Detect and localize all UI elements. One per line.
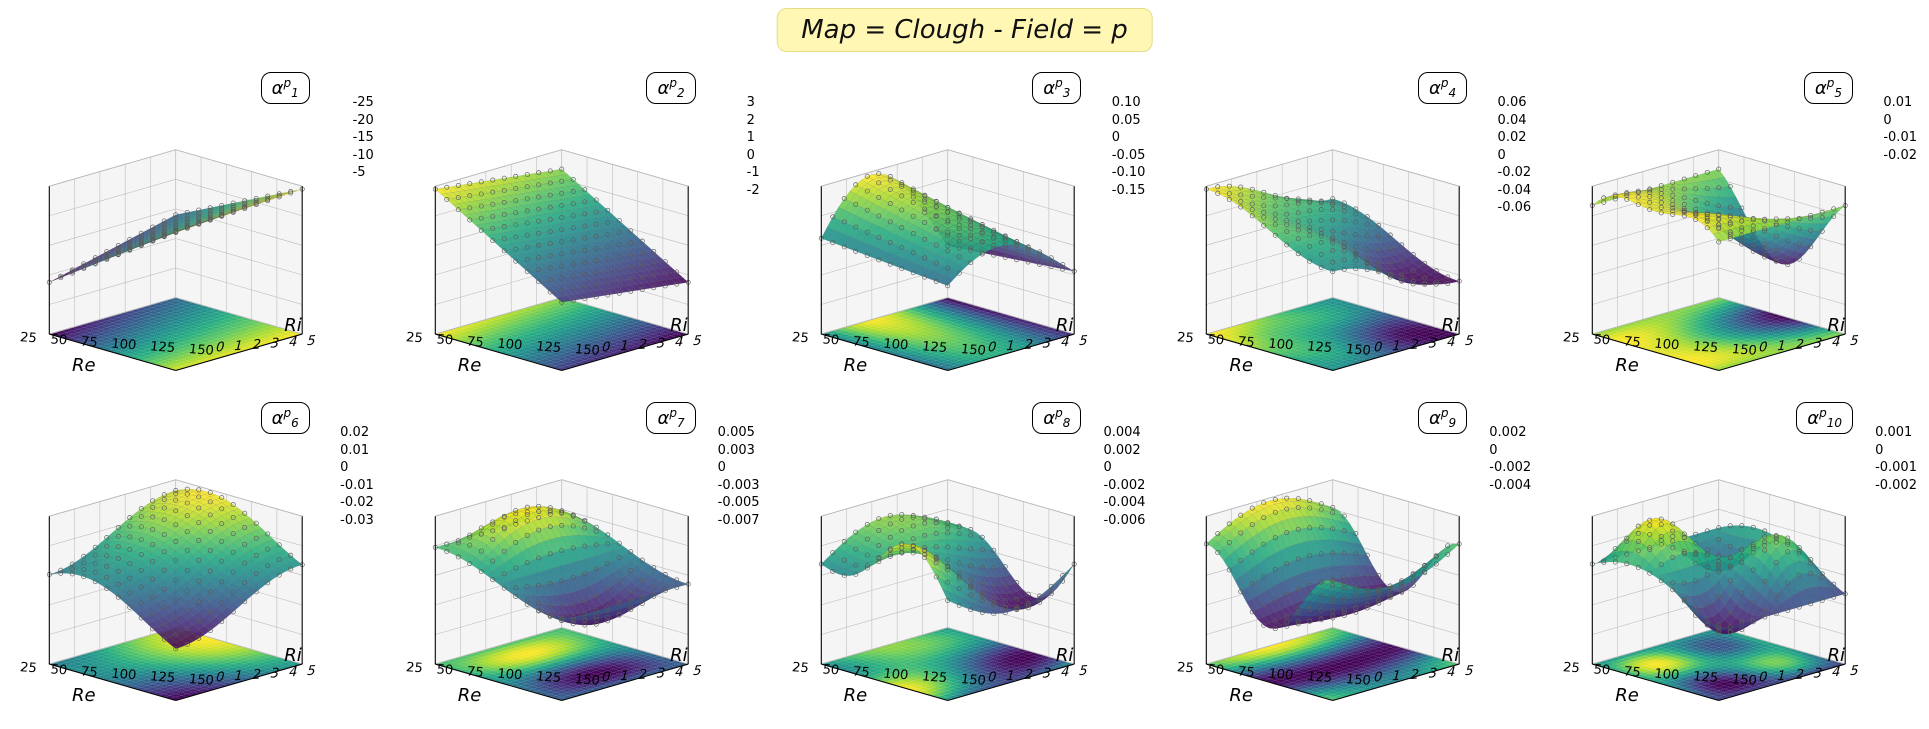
panel-alpha-6: αp60.02 0.01 0 -0.01 -0.02 -0.0325507510…	[0, 394, 386, 724]
figure: Map = Clough - Field = p αp1 -25 -20 -15 …	[0, 0, 1929, 729]
y-label: Ri	[1827, 315, 1845, 336]
panel-label-alpha-4: αp4	[1418, 72, 1467, 104]
x-label: Re	[1615, 685, 1639, 706]
panel-alpha-2: αp23 2 1 0 -1 -2255075100125150Re012345R…	[386, 64, 772, 394]
title-field: p	[1111, 15, 1128, 45]
y-label: Ri	[284, 315, 302, 336]
panel-alpha-5: αp50.01 0 -0.01 -0.02255075100125150Re01…	[1543, 64, 1929, 394]
x-label: Re	[1229, 355, 1253, 376]
title-map: Clough	[894, 15, 985, 45]
z-ticks: 0.004 0.002 0 -0.002 -0.004 -0.006	[1103, 424, 1145, 529]
y-label: Ri	[1827, 645, 1845, 666]
y-label: Ri	[1056, 645, 1074, 666]
x-label: Re	[1229, 685, 1253, 706]
x-label: Re	[1615, 355, 1639, 376]
panel-alpha-1: αp1-25 -20 -15 -10 -5255075100125150Re01…	[0, 64, 386, 394]
title-prefix: Map =	[801, 15, 894, 45]
panel-alpha-8: αp80.004 0.002 0 -0.002 -0.004 -0.006255…	[772, 394, 1158, 724]
x-label: Re	[458, 355, 482, 376]
panel-alpha-9: αp90.002 0 -0.002 -0.004255075100125150R…	[1157, 394, 1543, 724]
subplot-grid: αp1-25 -20 -15 -10 -5255075100125150Re01…	[0, 64, 1929, 724]
z-ticks: 0.10 0.05 0 -0.05 -0.10 -0.15	[1112, 94, 1146, 199]
panel-alpha-4: αp40.06 0.04 0.02 0 -0.02 -0.04 -0.06255…	[1157, 64, 1543, 394]
x-label: Re	[844, 685, 868, 706]
panel-alpha-10: αp100.001 0 -0.001 -0.002255075100125150…	[1543, 394, 1929, 724]
panel-label-alpha-1: αp1	[261, 72, 310, 104]
panel-label-alpha-5: αp5	[1804, 72, 1853, 104]
y-label: Ri	[1442, 315, 1460, 336]
panel-alpha-7: αp70.005 0.003 0 -0.003 -0.005 -0.007255…	[386, 394, 772, 724]
z-ticks: 0.005 0.003 0 -0.003 -0.005 -0.007	[718, 424, 760, 529]
x-label: Re	[72, 355, 96, 376]
y-label: Ri	[670, 645, 688, 666]
y-label: Ri	[1442, 645, 1460, 666]
x-label: Re	[844, 355, 868, 376]
panel-label-alpha-9: αp9	[1418, 402, 1467, 434]
panel-label-alpha-3: αp3	[1032, 72, 1081, 104]
x-label: Re	[458, 685, 482, 706]
panel-label-alpha-7: αp7	[646, 402, 695, 434]
panel-label-alpha-8: αp8	[1032, 402, 1081, 434]
y-label: Ri	[670, 315, 688, 336]
title-mid: - Field =	[985, 15, 1111, 45]
z-ticks: 0.02 0.01 0 -0.01 -0.02 -0.03	[340, 424, 374, 529]
panel-alpha-3: αp30.10 0.05 0 -0.05 -0.10 -0.1525507510…	[772, 64, 1158, 394]
figure-title: Map = Clough - Field = p	[776, 8, 1153, 52]
panel-label-alpha-10: αp10	[1796, 402, 1853, 434]
z-ticks: 0.01 0 -0.01 -0.02	[1883, 94, 1917, 164]
panel-label-alpha-6: αp6	[261, 402, 310, 434]
z-ticks: 0.06 0.04 0.02 0 -0.02 -0.04 -0.06	[1498, 94, 1532, 217]
panel-label-alpha-2: αp2	[646, 72, 695, 104]
y-label: Ri	[284, 645, 302, 666]
z-ticks: 0.002 0 -0.002 -0.004	[1489, 424, 1531, 494]
z-ticks: 0.001 0 -0.001 -0.002	[1875, 424, 1917, 494]
x-label: Re	[72, 685, 96, 706]
y-label: Ri	[1056, 315, 1074, 336]
z-ticks: -25 -20 -15 -10 -5	[353, 94, 374, 182]
z-ticks: 3 2 1 0 -1 -2	[747, 94, 760, 199]
